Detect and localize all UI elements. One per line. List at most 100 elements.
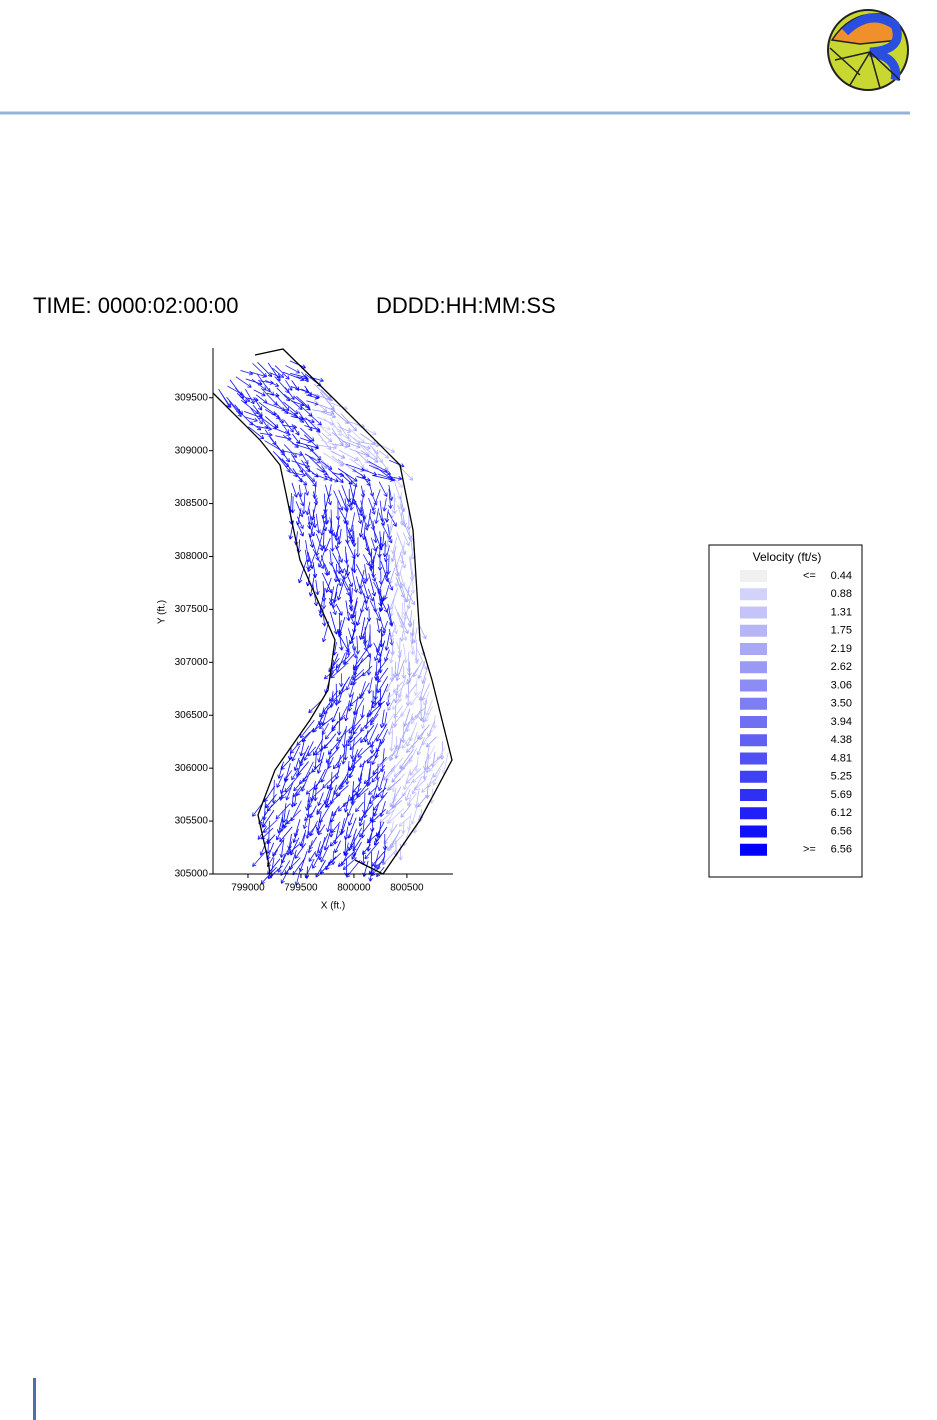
velocity-arrow	[329, 833, 341, 847]
velocity-arrow	[347, 813, 354, 826]
velocity-arrow	[352, 645, 358, 659]
domain-boundary	[254, 348, 453, 875]
velocity-arrow	[285, 365, 300, 374]
velocity-arrow	[367, 723, 379, 746]
velocity-arrow	[369, 808, 378, 822]
velocity-arrow	[344, 700, 350, 722]
velocity-arrow	[371, 779, 379, 800]
velocity-arrow	[382, 833, 388, 851]
velocity-arrow	[349, 492, 356, 511]
velocity-arrow	[373, 596, 378, 613]
velocity-arrow	[345, 600, 351, 621]
y-tick-label: 306500	[175, 710, 209, 721]
velocity-arrow	[386, 611, 394, 627]
velocity-arrow	[331, 472, 345, 478]
velocity-arrow	[359, 490, 365, 513]
velocity-arrow	[391, 537, 398, 554]
velocity-arrow	[387, 721, 394, 736]
velocity-arrow	[392, 661, 398, 678]
velocity-arrow	[414, 641, 420, 663]
velocity-arrow	[240, 399, 259, 415]
velocity-arrow	[304, 425, 321, 432]
velocity-arrow	[372, 520, 378, 543]
velocity-arrow	[334, 524, 340, 538]
legend-label: 6.56	[831, 825, 852, 837]
velocity-arrow	[240, 370, 254, 376]
velocity-arrow	[259, 840, 267, 856]
legend-swatch	[740, 770, 767, 783]
velocity-arrow	[305, 817, 311, 839]
velocity-arrow	[315, 579, 320, 596]
velocity-arrow	[310, 497, 318, 521]
velocity-arrow	[388, 476, 403, 481]
velocity-arrow	[380, 531, 386, 547]
velocity-arrow	[391, 778, 396, 793]
velocity-arrow	[320, 844, 330, 863]
velocity-arrow	[413, 676, 419, 696]
legend-label: 3.94	[831, 716, 852, 728]
velocity-arrow	[389, 728, 394, 752]
velocity-arrow	[355, 423, 377, 436]
velocity-arrow	[421, 778, 437, 793]
velocity-arrow	[406, 813, 412, 831]
velocity-arrow	[366, 700, 385, 718]
velocity-arrow	[390, 624, 397, 639]
velocity-arrow	[321, 587, 327, 610]
velocity-arrow	[275, 412, 284, 424]
velocity-arrow	[288, 844, 300, 854]
velocity-arrow	[220, 392, 232, 408]
legend-swatch	[740, 825, 767, 838]
velocity-arrow	[376, 617, 382, 634]
velocity-arrow	[425, 736, 437, 748]
velocity-arrow	[365, 544, 375, 564]
velocity-arrow	[374, 657, 389, 676]
velocity-arrow	[336, 546, 344, 563]
velocity-arrow	[253, 397, 263, 411]
legend-swatch	[740, 697, 767, 710]
velocity-arrow	[413, 779, 426, 791]
velocity-arrow	[304, 483, 309, 496]
velocity-arrow	[307, 824, 317, 836]
velocity-arrow	[328, 521, 333, 534]
velocity-arrow	[337, 851, 355, 867]
velocity-arrow	[331, 455, 345, 466]
velocity-arrow	[265, 416, 279, 429]
velocity-arrow	[284, 776, 298, 793]
velocity-arrow	[341, 578, 351, 596]
legend-swatch	[740, 606, 767, 619]
legend-label: 0.88	[831, 588, 852, 600]
velocity-arrow	[356, 609, 363, 626]
velocity-arrow	[387, 698, 395, 711]
velocity-arrow	[349, 736, 362, 751]
velocity-arrow	[379, 500, 385, 523]
velocity-arrow	[398, 815, 411, 827]
y-axis-label: Y (ft.)	[157, 600, 168, 624]
velocity-arrow	[369, 794, 380, 805]
velocity-arrow	[395, 576, 405, 598]
legend-label: 3.50	[831, 698, 852, 710]
velocity-arrow	[290, 453, 304, 474]
velocity-arrow	[351, 787, 369, 803]
velocity-arrow	[293, 776, 307, 792]
legend-label: 2.62	[831, 661, 852, 673]
velocity-arrow	[336, 577, 346, 601]
velocity-arrow	[350, 737, 356, 759]
velocity-arrow	[294, 842, 307, 859]
velocity-arrow	[267, 865, 283, 879]
velocity-arrow	[296, 376, 309, 381]
velocity-arrow	[371, 489, 381, 511]
velocity-arrow	[351, 571, 359, 593]
velocity-arrow	[416, 737, 425, 756]
velocity-arrow	[319, 701, 332, 718]
velocity-arrow	[324, 793, 341, 808]
velocity-arrow	[330, 532, 335, 552]
velocity-arrow	[378, 753, 394, 768]
velocity-arrow	[298, 559, 307, 584]
velocity-arrow	[301, 492, 307, 515]
velocity-arrow	[357, 744, 373, 758]
velocity-arrow	[331, 443, 349, 449]
velocity-arrow	[248, 426, 265, 440]
velocity-arrow	[360, 433, 376, 445]
velocity-arrow	[317, 824, 326, 836]
velocity-arrow	[327, 484, 332, 498]
